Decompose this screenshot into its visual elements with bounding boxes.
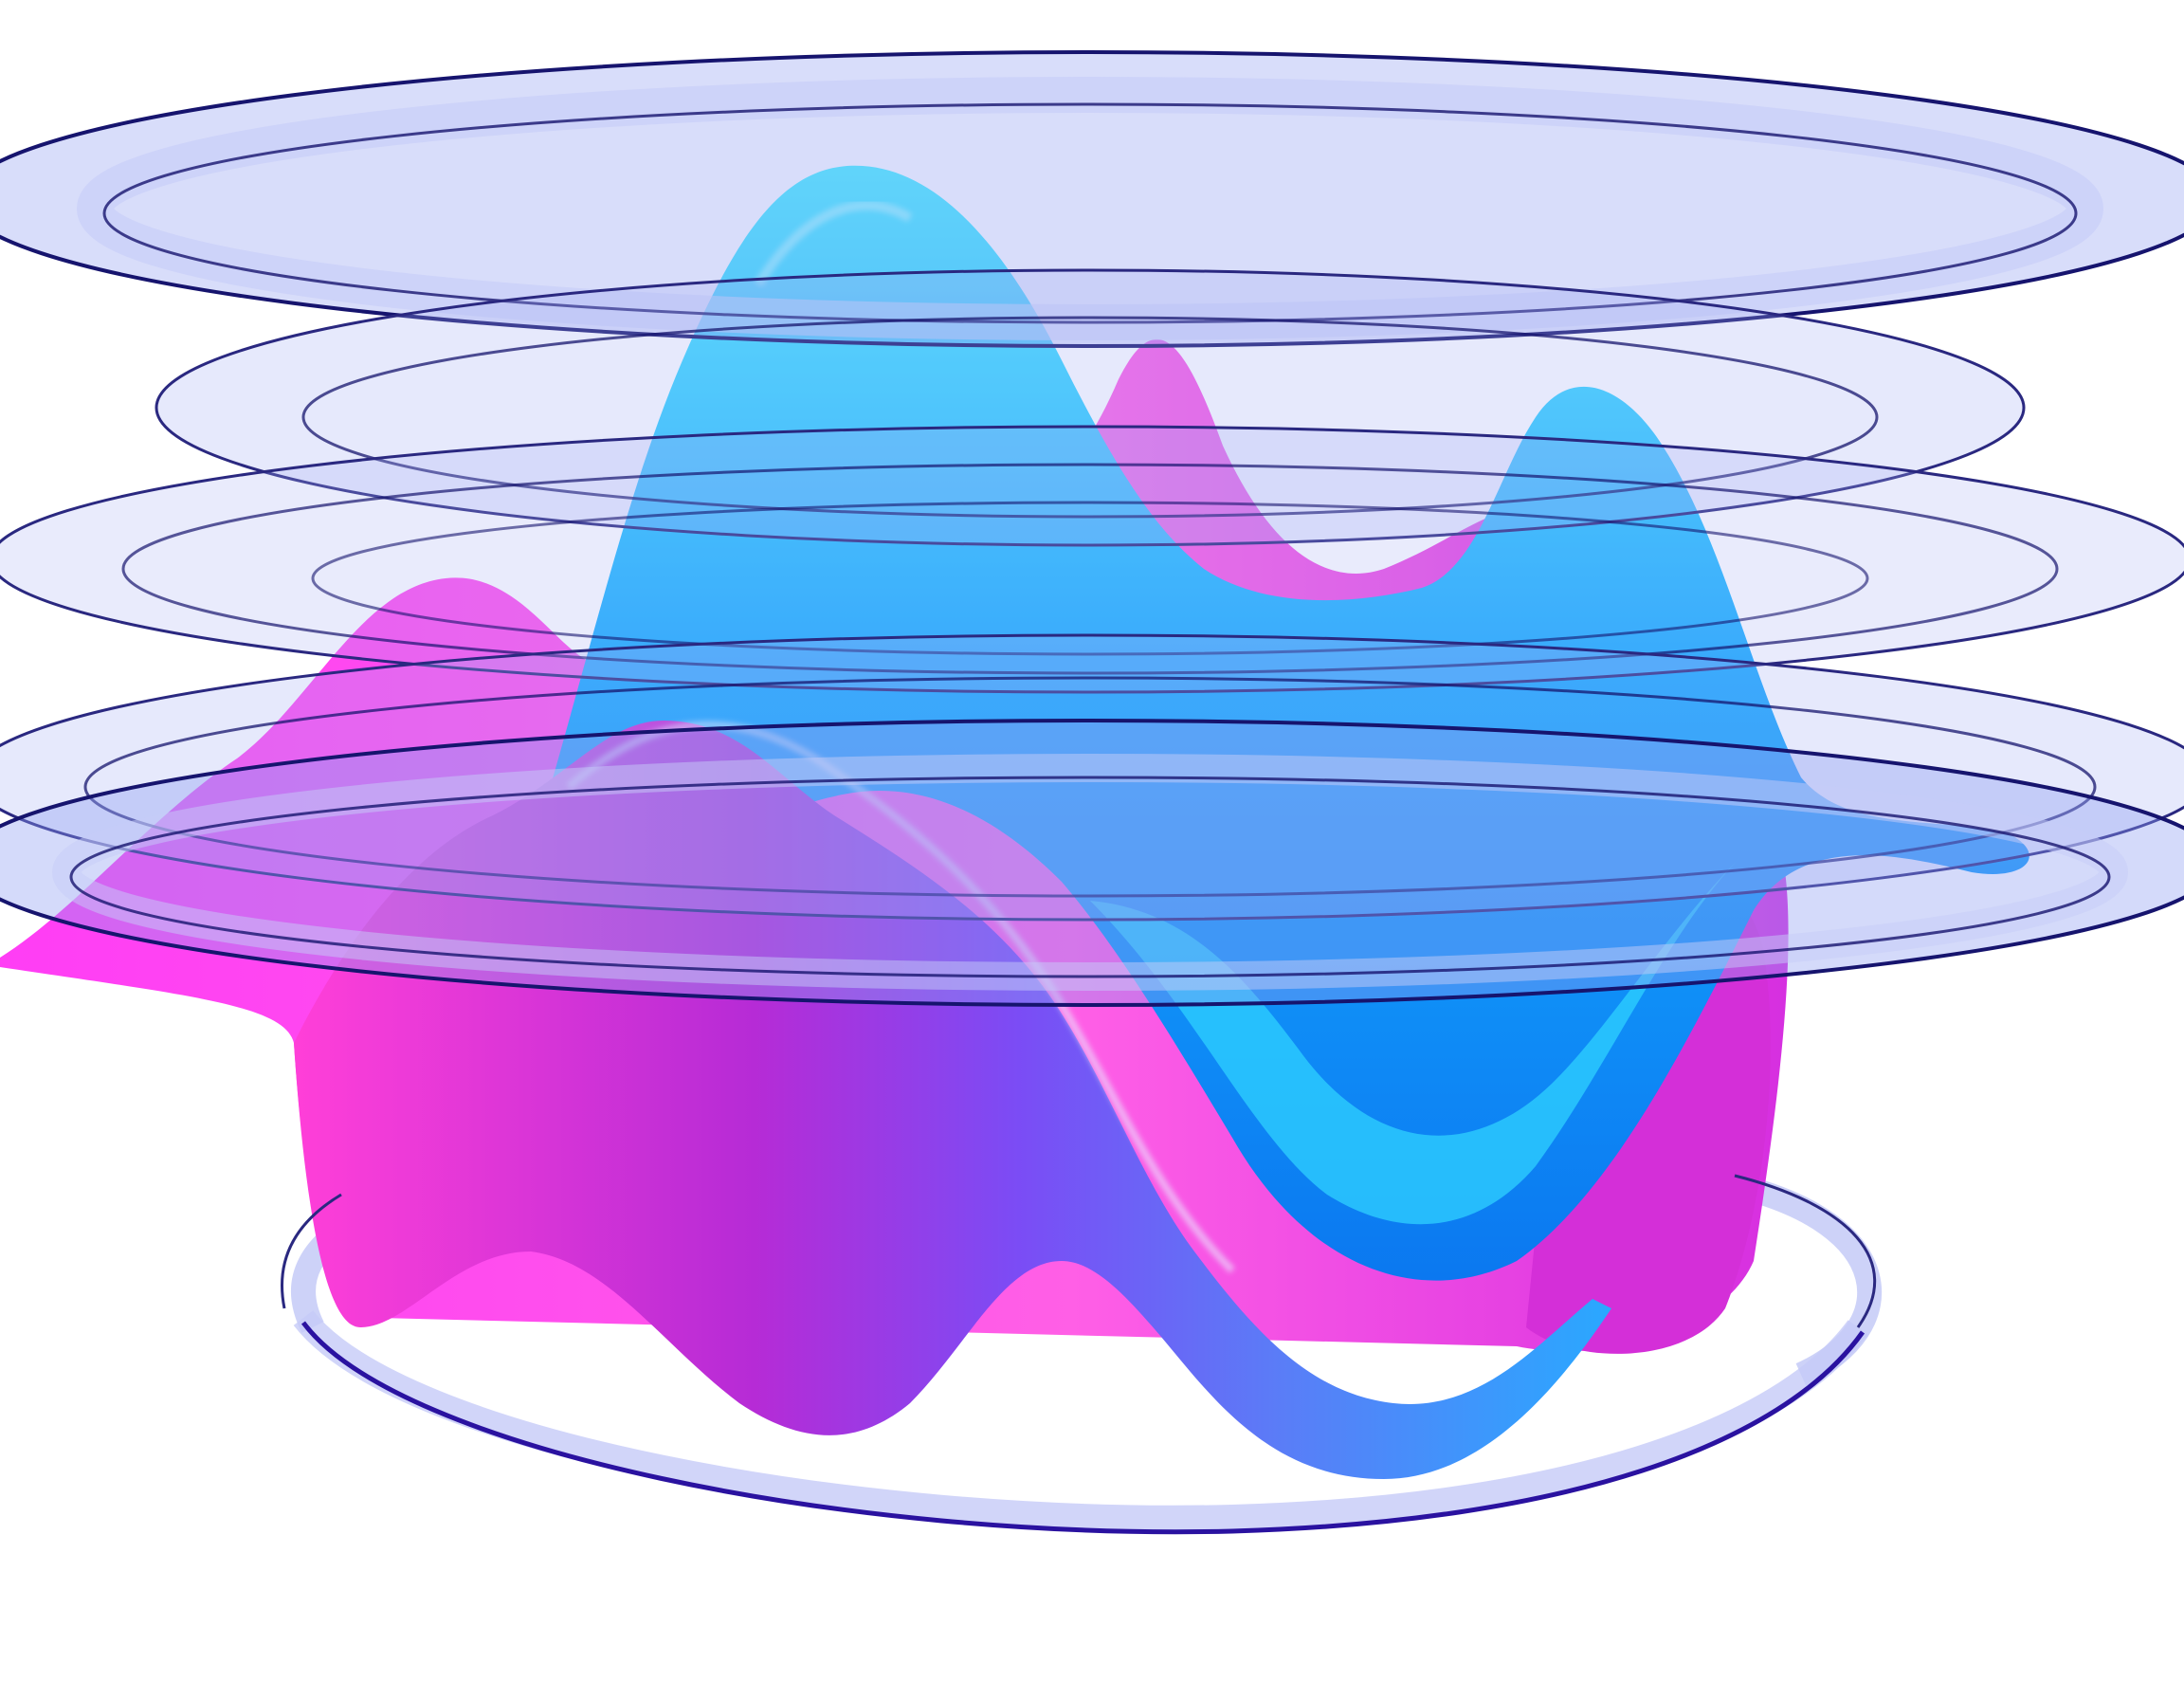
contour-ring-5 xyxy=(0,719,2184,1007)
contour-ring-6 xyxy=(281,1174,1877,1535)
surface-peak-highlight xyxy=(754,200,913,287)
contour-ring-1 xyxy=(0,50,2184,348)
surface-front-wave xyxy=(294,721,1611,1479)
contour-rings xyxy=(0,50,2184,1535)
surface-cyan-valley xyxy=(1090,853,1744,1225)
contour-ring-3 xyxy=(0,425,2184,694)
surface-front-highlight xyxy=(566,721,1235,1273)
